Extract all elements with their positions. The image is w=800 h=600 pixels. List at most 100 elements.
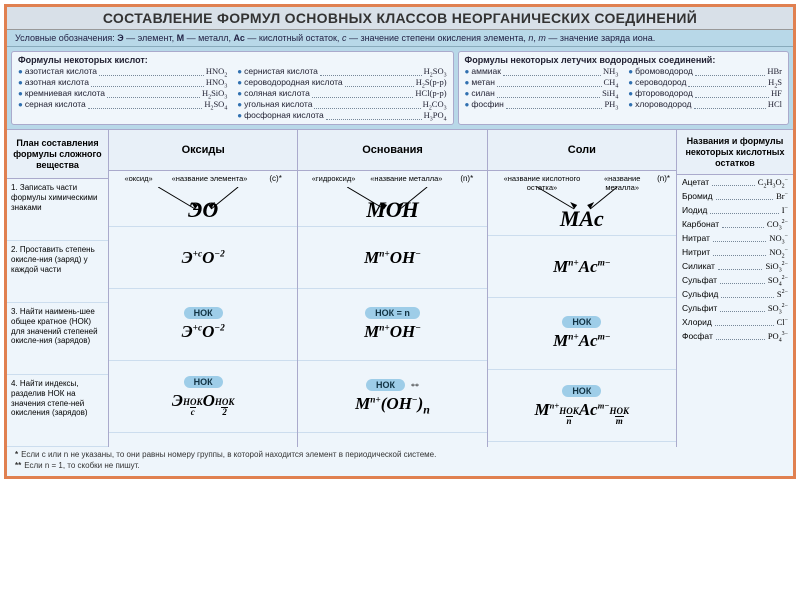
residue-formula: Br− (776, 191, 788, 201)
nok-pill: НОК (562, 385, 601, 397)
bullet-icon: ● (628, 78, 633, 88)
bullet-icon: ● (18, 100, 23, 110)
item-name: угольная кислота (244, 99, 312, 110)
residue-formula: I− (782, 205, 788, 215)
bullet-icon: ● (18, 67, 23, 77)
nok-pill: НОК (562, 316, 601, 328)
bullet-icon: ● (237, 111, 242, 121)
item-name: аммиак (471, 66, 501, 77)
acids-title: Формулы некоторых кислот: (18, 55, 447, 65)
item-name: серная кислота (25, 99, 86, 110)
bases-column: Основания «гидроксид» «название металла»… (298, 130, 487, 447)
bullet-icon: ● (465, 67, 470, 77)
residue-item: КарбонатCO32− (677, 217, 793, 231)
residue-formula: NO2− (769, 247, 788, 257)
oxide-label-l: «оксид» (124, 174, 152, 183)
bullet-icon: ● (237, 67, 242, 77)
base-note: (n)* (460, 174, 473, 183)
residue-item: Нитрит NO2− (677, 245, 793, 259)
bullet-icon: ● (628, 67, 633, 77)
item-formula: H2SO3 (424, 66, 447, 77)
item-formula: SiH4 (602, 88, 618, 99)
bases-head: Основания (298, 130, 486, 171)
main-title: СОСТАВЛЕНИЕ ФОРМУЛ ОСНОВНЫХ КЛАССОВ НЕОР… (7, 7, 793, 30)
item-formula: H2S(р-р) (416, 77, 447, 88)
volatile-item: ●фосфинPH3 (465, 99, 619, 110)
item-formula: HNO2 (206, 66, 227, 77)
acid-item: ●кремниевая кислотаH2SiO3 (18, 88, 227, 99)
nok-pill: НОК = n (365, 307, 420, 319)
acid-item: ●азотистая кислотаHNO2 (18, 66, 227, 77)
plan-step-1: 1. Записать части формулы химическими зн… (7, 179, 108, 241)
bases-row1: «гидроксид» «название металла» (n)* MOH (298, 171, 486, 227)
item-formula: H3PO4 (424, 110, 447, 121)
salts-row4: НОК Mn+НОКnAcm−НОКm (488, 370, 676, 442)
poster: СОСТАВЛЕНИЕ ФОРМУЛ ОСНОВНЫХ КЛАССОВ НЕОР… (4, 4, 796, 479)
plan-step-3: 3. Найти наимень-шее общее кратное (НОК)… (7, 303, 108, 375)
item-name: азотная кислота (25, 77, 89, 88)
residue-item: Бромид Br− (677, 189, 793, 203)
plan-step-4: 4. Найти индексы, разделив НОК на значен… (7, 375, 108, 447)
salts-row1: «название кислотного остатка» «название … (488, 171, 676, 236)
item-name: фосфорная кислота (244, 110, 324, 121)
plan-step-2: 2. Проставить степень окисле-ния (заряд)… (7, 241, 108, 303)
star-icon: * (15, 450, 18, 459)
item-formula: HBr (767, 66, 782, 77)
oxides-row4: НОК ЭНОКсOНОК2 (109, 361, 297, 433)
oxides-head: Оксиды (109, 130, 297, 171)
acid-item: ●угольная кислота H2CO3 (237, 99, 446, 110)
residue-item: ФосфатPO43− (677, 329, 793, 343)
residue-item: Хлорид Cl− (677, 315, 793, 329)
residue-formula: SiO32− (765, 261, 788, 271)
item-name: хлороводород (635, 99, 691, 110)
item-name: сероводород (635, 77, 686, 88)
item-formula: HNO3 (206, 77, 227, 88)
plan-head: План составления формулы сложного вещест… (7, 130, 108, 179)
base-f4: Mn+(OH−)n (355, 394, 430, 414)
residue-name: Бромид (682, 191, 713, 201)
oxides-row3: НОК Э+сO−2 (109, 289, 297, 361)
item-formula: H2CO3 (423, 99, 447, 110)
item-name: фтороводород (635, 88, 693, 99)
acid-item: ●сероводородная кислотаH2S(р-р) (237, 77, 446, 88)
bullet-icon: ● (18, 78, 23, 88)
residue-item: СиликатSiO32− (677, 259, 793, 273)
item-formula: HCl(р-р) (415, 88, 446, 99)
item-formula: NH3 (603, 66, 618, 77)
residue-name: Нитрит (682, 247, 710, 257)
acid-item: ●соляная кислотаHCl(р-р) (237, 88, 446, 99)
volatile-item: ●бромоводород HBr (628, 66, 782, 77)
residue-formula: SO32− (768, 303, 788, 313)
footnote-2: Если n = 1, то скобки не пишут. (24, 461, 139, 470)
residue-formula: Cl− (777, 317, 788, 327)
residue-name: Карбонат (682, 219, 719, 229)
acids-box: Формулы некоторых кислот: ●азотистая кис… (11, 51, 454, 125)
item-formula: HF (771, 88, 782, 99)
base-label-r: «название металла» (370, 174, 442, 183)
bullet-icon: ● (237, 78, 242, 88)
nok-pill: НОК (184, 307, 223, 319)
bullet-icon: ● (465, 100, 470, 110)
volatile-item: ●фтороводородHF (628, 88, 782, 99)
main-grid: План составления формулы сложного вещест… (7, 129, 793, 447)
residue-item: СульфитSO32− (677, 301, 793, 315)
volatile-item: ●метанCH4 (465, 77, 619, 88)
bases-row4: НОК ** Mn+(OH−)n (298, 361, 486, 433)
volatile-item: ●силанSiH4 (465, 88, 619, 99)
salts-column: Соли «название кислотного остатка» «назв… (488, 130, 677, 447)
residues-head: Названия и формулы некоторых кислотных о… (677, 130, 793, 175)
item-name: бромоводород (635, 66, 693, 77)
acid-item: ●серная кислотаH2SO4 (18, 99, 227, 110)
residue-item: ИодидI− (677, 203, 793, 217)
item-name: соляная кислота (244, 88, 310, 99)
item-name: кремниевая кислота (25, 88, 105, 99)
bullet-icon: ● (465, 78, 470, 88)
residue-name: Хлорид (682, 317, 712, 327)
acid-item: ●сернистая кислотаH2SO3 (237, 66, 446, 77)
footnotes: *Если с или n не указаны, то они равны н… (7, 447, 793, 476)
star-icon: ** (15, 461, 21, 470)
bullet-icon: ● (465, 89, 470, 99)
salt-f2: Mn+Acm− (553, 257, 610, 277)
bullet-icon: ● (237, 100, 242, 110)
oxides-row1: «оксид» «название элемента» (с)* ЭO (109, 171, 297, 227)
